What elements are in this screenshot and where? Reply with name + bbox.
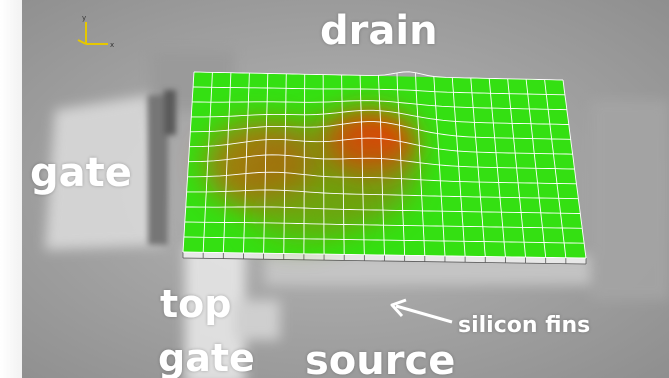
label-top-gate-bottom: gate [158,336,255,378]
surface-hotspots [205,112,415,245]
grid-line [183,236,585,244]
grid-line [191,109,569,125]
grid-line [192,100,567,111]
grid-line [184,221,583,229]
grid-line [189,137,573,155]
label-top-gate-top: top [160,282,232,326]
grid-line [193,86,565,96]
surface-skirt [182,252,587,265]
axis-y-label: y [82,14,86,22]
axis-triad: y x [77,14,114,49]
label-drain: drain [320,8,438,54]
grid-line [188,154,575,170]
axis-x-label: x [110,41,114,49]
surface-plot [182,71,587,265]
label-silicon-fins: silicon fins [458,313,591,338]
surface-grid [182,71,587,259]
skirt-bottom-line [182,257,587,265]
grid-line [187,171,577,185]
label-source: source [305,338,456,378]
grid-line [193,71,564,81]
grid-line [186,189,579,200]
grid-line [185,206,581,214]
label-gate: gate [30,150,132,196]
silicon-fins-arrow [390,298,453,324]
grid-line [182,251,587,259]
grid-line [190,121,571,140]
